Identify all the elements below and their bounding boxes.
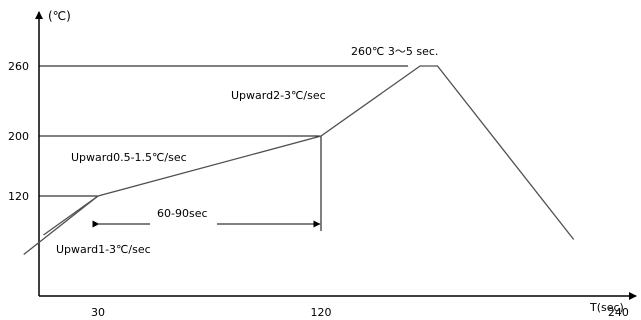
y-tick-label: 200 (8, 130, 29, 143)
series-group (23, 65, 575, 256)
y-tick-label: 120 (8, 190, 29, 203)
series-line-secondary (43, 195, 99, 236)
annotation-span: 60-90sec (157, 207, 208, 220)
x-tick-label: 120 (311, 306, 332, 319)
x-tick-label: 30 (91, 306, 105, 319)
y-axis-label: (℃) (48, 9, 71, 23)
y-tick-label: 260 (8, 60, 29, 73)
annotation-upward1: Upward1-3℃/sec (56, 243, 151, 256)
annotation-peak: 260℃ 3～5 sec. (351, 45, 438, 58)
y-ticks: 120 200 260 (8, 60, 408, 203)
annotation-upward2: Upward2-3℃/sec (231, 89, 326, 102)
x-axis-label: T(sec) (589, 301, 624, 314)
x-ticks: 30 120 240 (91, 306, 629, 319)
series-line-profile (23, 65, 575, 256)
annotation-upward05: Upward0.5-1.5℃/sec (71, 151, 187, 164)
x-tick-label: 240 (608, 306, 629, 319)
